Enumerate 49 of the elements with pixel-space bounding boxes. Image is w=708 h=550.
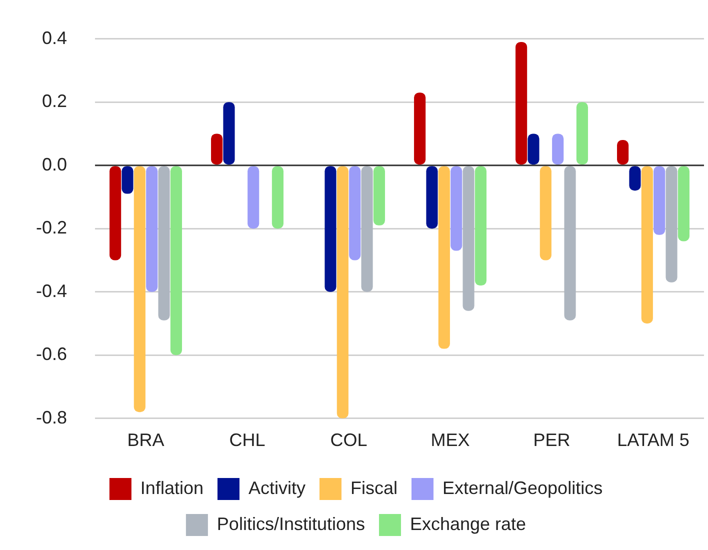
x-tick-label: COL	[330, 430, 368, 450]
x-tick-label: CHL	[229, 430, 266, 450]
y-tick-label: -0.6	[36, 344, 68, 364]
bar	[349, 166, 361, 260]
bar	[158, 166, 170, 320]
legend-label: Fiscal	[350, 478, 398, 498]
bar	[211, 134, 223, 165]
legend-label: External/Geopolitics	[442, 478, 603, 498]
bar	[450, 166, 462, 251]
y-tick-label: 0.4	[42, 28, 68, 48]
bar	[462, 166, 474, 311]
x-tick-label: PER	[533, 430, 570, 450]
y-tick-label: -0.8	[36, 407, 68, 428]
bar	[654, 166, 666, 235]
legend-label: Inflation	[140, 478, 204, 498]
bar	[170, 166, 182, 356]
bar	[110, 166, 122, 260]
y-tick-label: -0.4	[36, 280, 68, 301]
bar	[516, 42, 528, 165]
bar	[641, 166, 653, 324]
y-tick-label: 0.0	[42, 154, 68, 174]
bar	[426, 166, 438, 229]
bar	[324, 166, 336, 292]
bar	[666, 166, 678, 282]
bar	[361, 166, 373, 292]
x-tick-label: LATAM 5	[617, 430, 690, 450]
bar	[528, 134, 540, 165]
bar	[414, 92, 426, 165]
bar	[248, 166, 260, 229]
bar	[678, 166, 690, 242]
bar	[272, 166, 284, 229]
bar	[540, 166, 552, 260]
bar	[223, 102, 235, 165]
bar	[576, 102, 588, 165]
y-tick-label: -0.2	[36, 218, 68, 238]
x-tick-label: BRA	[127, 430, 164, 450]
bar	[134, 166, 146, 412]
legend-label: Activity	[248, 478, 306, 498]
y-tick-label: 0.2	[42, 91, 68, 112]
x-tick-label: MEX	[430, 430, 470, 450]
bar	[336, 166, 348, 418]
bar	[552, 134, 564, 165]
bar	[373, 166, 385, 226]
bar	[146, 166, 158, 292]
bar	[564, 166, 576, 320]
bar	[474, 166, 486, 286]
bar	[438, 166, 450, 349]
legend-label: Politics/Institutions	[216, 514, 365, 534]
legend-label: Exchange rate	[410, 514, 526, 534]
